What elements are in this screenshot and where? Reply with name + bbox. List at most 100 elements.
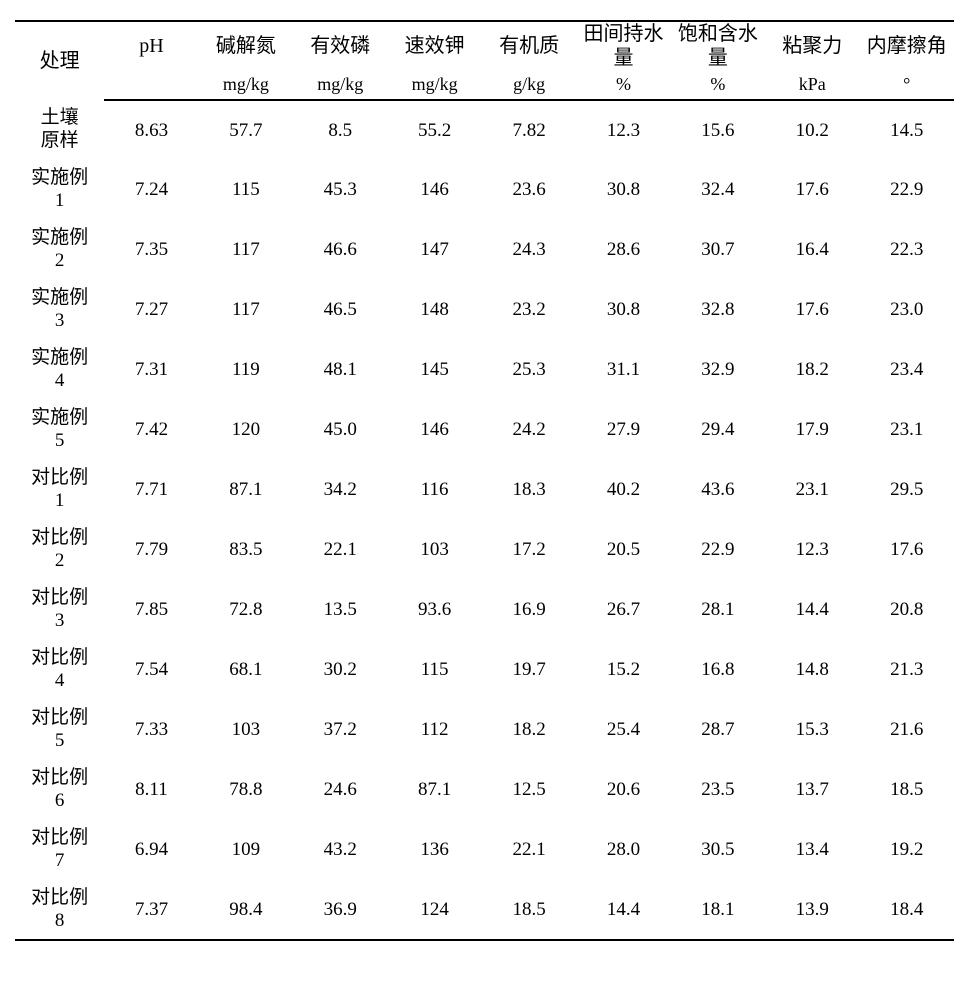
table-row: 对比例37.8572.813.593.616.926.728.114.420.8: [15, 580, 954, 640]
data-cell: 18.3: [482, 460, 576, 520]
header-row-units: mg/kg mg/kg mg/kg g/kg % % kPa °: [15, 70, 954, 100]
header-row-labels: 处理 pH 碱解氮 有效磷 速效钾 有机质 田间持水量 饱和含水量 粘聚力 内摩…: [15, 21, 954, 70]
data-cell: 21.6: [860, 700, 955, 760]
data-cell: 23.1: [765, 460, 859, 520]
data-cell: 103: [199, 700, 293, 760]
data-cell: 7.31: [104, 340, 198, 400]
col-header-field-capacity: 田间持水量: [576, 21, 670, 70]
data-cell: 15.3: [765, 700, 859, 760]
data-cell: 57.7: [199, 100, 293, 160]
table-row: 对比例76.9410943.213622.128.030.513.419.2: [15, 820, 954, 880]
col-header-friction: 内摩擦角: [860, 21, 955, 70]
data-cell: 98.4: [199, 880, 293, 940]
row-label: 对比例7: [15, 820, 104, 880]
data-cell: 28.1: [671, 580, 765, 640]
data-cell: 22.1: [293, 520, 387, 580]
table-row: 对比例87.3798.436.912418.514.418.113.918.4: [15, 880, 954, 940]
data-cell: 18.5: [860, 760, 955, 820]
data-cell: 55.2: [387, 100, 481, 160]
data-cell: 78.8: [199, 760, 293, 820]
data-cell: 26.7: [576, 580, 670, 640]
data-cell: 7.37: [104, 880, 198, 940]
data-cell: 30.7: [671, 220, 765, 280]
table-body: 土壤原样8.6357.78.555.27.8212.315.610.214.5实…: [15, 100, 954, 940]
data-cell: 13.7: [765, 760, 859, 820]
data-cell: 14.4: [765, 580, 859, 640]
data-cell: 93.6: [387, 580, 481, 640]
table-row: 对比例47.5468.130.211519.715.216.814.821.3: [15, 640, 954, 700]
data-cell: 23.1: [860, 400, 955, 460]
data-cell: 30.2: [293, 640, 387, 700]
row-label: 对比例8: [15, 880, 104, 940]
data-cell: 32.8: [671, 280, 765, 340]
data-cell: 24.6: [293, 760, 387, 820]
table-row: 对比例68.1178.824.687.112.520.623.513.718.5: [15, 760, 954, 820]
data-cell: 40.2: [576, 460, 670, 520]
row-label: 对比例3: [15, 580, 104, 640]
data-cell: 28.0: [576, 820, 670, 880]
data-cell: 14.4: [576, 880, 670, 940]
data-cell: 18.2: [482, 700, 576, 760]
data-cell: 10.2: [765, 100, 859, 160]
data-cell: 103: [387, 520, 481, 580]
col-unit-phosphorus: mg/kg: [293, 70, 387, 100]
data-cell: 146: [387, 160, 481, 220]
data-cell: 45.3: [293, 160, 387, 220]
row-label: 实施例4: [15, 340, 104, 400]
data-cell: 30.5: [671, 820, 765, 880]
data-cell: 17.6: [765, 280, 859, 340]
col-header-organic: 有机质: [482, 21, 576, 70]
data-cell: 8.63: [104, 100, 198, 160]
data-cell: 136: [387, 820, 481, 880]
data-cell: 31.1: [576, 340, 670, 400]
data-cell: 20.5: [576, 520, 670, 580]
data-cell: 145: [387, 340, 481, 400]
data-cell: 16.4: [765, 220, 859, 280]
data-cell: 23.0: [860, 280, 955, 340]
data-cell: 148: [387, 280, 481, 340]
data-cell: 32.4: [671, 160, 765, 220]
data-cell: 7.71: [104, 460, 198, 520]
data-cell: 22.9: [860, 160, 955, 220]
data-cell: 36.9: [293, 880, 387, 940]
data-cell: 29.5: [860, 460, 955, 520]
table-header: 处理 pH 碱解氮 有效磷 速效钾 有机质 田间持水量 饱和含水量 粘聚力 内摩…: [15, 21, 954, 100]
data-cell: 48.1: [293, 340, 387, 400]
data-cell: 83.5: [199, 520, 293, 580]
data-cell: 19.7: [482, 640, 576, 700]
data-cell: 18.5: [482, 880, 576, 940]
row-label: 对比例5: [15, 700, 104, 760]
data-cell: 7.82: [482, 100, 576, 160]
table-row: 实施例17.2411545.314623.630.832.417.622.9: [15, 160, 954, 220]
data-cell: 17.9: [765, 400, 859, 460]
data-cell: 45.0: [293, 400, 387, 460]
data-cell: 117: [199, 280, 293, 340]
data-cell: 32.9: [671, 340, 765, 400]
col-header-potassium: 速效钾: [387, 21, 481, 70]
data-cell: 7.79: [104, 520, 198, 580]
col-header-treatment: 处理: [15, 21, 104, 100]
data-cell: 7.85: [104, 580, 198, 640]
data-cell: 29.4: [671, 400, 765, 460]
data-cell: 115: [387, 640, 481, 700]
data-cell: 7.33: [104, 700, 198, 760]
data-cell: 147: [387, 220, 481, 280]
data-cell: 8.5: [293, 100, 387, 160]
data-cell: 19.2: [860, 820, 955, 880]
row-label: 对比例2: [15, 520, 104, 580]
table-row: 对比例57.3310337.211218.225.428.715.321.6: [15, 700, 954, 760]
col-unit-cohesion: kPa: [765, 70, 859, 100]
data-cell: 24.2: [482, 400, 576, 460]
data-cell: 12.3: [765, 520, 859, 580]
data-cell: 22.1: [482, 820, 576, 880]
data-cell: 7.24: [104, 160, 198, 220]
data-cell: 20.6: [576, 760, 670, 820]
row-label: 对比例6: [15, 760, 104, 820]
data-cell: 72.8: [199, 580, 293, 640]
soil-properties-table: 处理 pH 碱解氮 有效磷 速效钾 有机质 田间持水量 饱和含水量 粘聚力 内摩…: [15, 20, 954, 941]
row-label: 实施例5: [15, 400, 104, 460]
table-row: 实施例27.3511746.614724.328.630.716.422.3: [15, 220, 954, 280]
data-cell: 13.5: [293, 580, 387, 640]
data-cell: 14.8: [765, 640, 859, 700]
data-cell: 6.94: [104, 820, 198, 880]
